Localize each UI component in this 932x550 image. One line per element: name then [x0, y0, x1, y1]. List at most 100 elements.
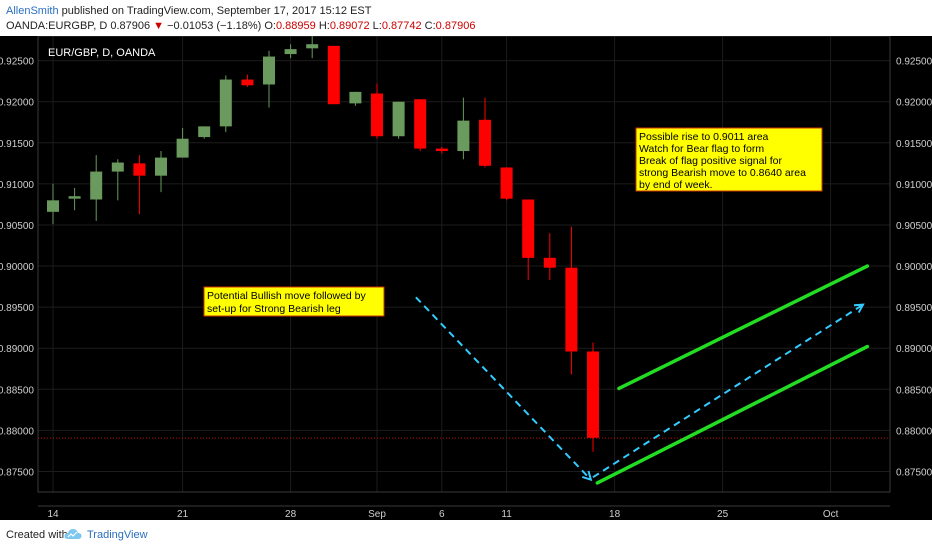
bear-flag-note-line-5: by end of week.: [639, 179, 713, 191]
y-tick-label-right: 0.92000: [896, 98, 932, 109]
y-tick-label-left: 0.90000: [0, 262, 34, 273]
up-arrow[interactable]: [592, 303, 864, 479]
down-arrow-head-icon: [581, 470, 593, 482]
candle-body: [349, 91, 362, 104]
y-tick-label-right: 0.90000: [896, 262, 932, 273]
candle-body: [263, 56, 275, 85]
candle-body: [457, 120, 470, 152]
x-tick-label: 6: [439, 509, 445, 520]
y-tick-label-right: 0.91000: [896, 180, 932, 191]
tradingview-brand-link[interactable]: TradingView: [87, 529, 148, 541]
author-line: AllenSmith published on TradingView.com,…: [6, 5, 371, 17]
bear-flag-note-box: [635, 127, 823, 192]
candle-body: [155, 157, 167, 176]
open-label: O:: [264, 20, 276, 32]
open-value: 0.88959: [276, 20, 316, 32]
y-tick-label-left: 0.91000: [0, 180, 34, 191]
y-tick-label-right: 0.87500: [896, 467, 932, 478]
x-tick-label: 18: [609, 509, 621, 520]
bullish-note[interactable]: Potential Bullish move followed by set-u…: [203, 286, 385, 317]
bear-flag-note-line-1: Possible rise to 0.9011 area: [639, 131, 769, 143]
y-tick-label-left: 0.92500: [0, 57, 34, 68]
symbol-line: OANDA:EURGBP, D 0.87906 ▼ −0.01053 (−1.1…: [6, 20, 475, 32]
high-value: 0.89072: [329, 20, 370, 32]
y-tick-label-right: 0.92500: [896, 57, 932, 68]
chart-area[interactable]: 0.92500 0.92000 0.91500 0.91000 0.90500 0.900…: [0, 35, 932, 520]
candle-body: [587, 351, 599, 438]
last-price: 0.87906: [110, 20, 151, 32]
close-label: C:: [424, 20, 436, 32]
down-arrow[interactable]: [415, 296, 592, 481]
y-tick-label-left: 0.89000: [0, 344, 34, 355]
candle-body: [219, 79, 232, 127]
candle-body: [176, 138, 189, 158]
candle-body: [435, 148, 448, 152]
bear-flag-note-line-3: Break of flag positive signal for: [639, 155, 782, 167]
high-label: H:: [318, 20, 330, 32]
bullish-note-line-1: Potential Bullish move followed by: [207, 290, 367, 302]
candles: [47, 36, 599, 452]
y-axis-left: 0.92500 0.92000 0.91500 0.91000 0.90500 0.900…: [0, 57, 34, 479]
candle-body: [414, 99, 427, 149]
candle-body: [565, 267, 578, 352]
x-tick-label: 14: [47, 509, 59, 520]
y-tick-label-left: 0.91500: [0, 139, 34, 150]
candle-body: [68, 196, 81, 199]
flag-upper-line[interactable]: [617, 264, 870, 391]
candle-body: [479, 119, 491, 166]
up-arrow-head-icon: [853, 303, 865, 314]
candle-body: [371, 93, 383, 137]
plot-frame: [37, 35, 891, 493]
candle-body: [306, 44, 319, 49]
grid: [38, 36, 890, 492]
x-tick-label: 21: [177, 509, 189, 520]
candle-body: [111, 162, 124, 172]
symbol-name: OANDA:EURGBP, D: [6, 20, 108, 32]
candle-body: [327, 45, 340, 105]
y-tick-label-right: 0.89000: [896, 344, 932, 355]
projection-arrows[interactable]: [415, 296, 865, 482]
candle-body: [392, 101, 405, 137]
x-tick-label: 28: [285, 509, 297, 520]
published-text: published on TradingView.com, September …: [61, 5, 372, 17]
y-tick-label-right: 0.89500: [896, 303, 932, 314]
trendlines[interactable]: [595, 264, 870, 485]
tradingview-cloud-icon[interactable]: [64, 528, 82, 540]
flag-lower-line[interactable]: [595, 344, 870, 485]
y-tick-label-left: 0.87500: [0, 467, 34, 478]
candle-body: [543, 257, 556, 268]
x-tick-label: 25: [717, 509, 729, 520]
y-tick-label-left: 0.88000: [0, 426, 34, 437]
author-link[interactable]: AllenSmith: [6, 5, 59, 17]
low-value: 0.87742: [381, 20, 422, 32]
created-with-text: Created with: [6, 529, 68, 541]
candle-body: [198, 126, 211, 138]
chart-title: EUR/GBP, D, OANDA: [48, 47, 156, 59]
y-axis-right: 0.92500 0.92000 0.91500 0.91000 0.90500 0.900…: [896, 57, 932, 479]
down-arrow-icon: ▼: [153, 20, 165, 32]
bullish-note-line-2: set-up for Strong Bearish leg: [207, 303, 341, 315]
x-axis: 14 21 28 Sep 6 11 18 25 Oct: [47, 509, 838, 520]
bullish-note-box: [203, 286, 385, 317]
y-tick-label-left: 0.92000: [0, 98, 34, 109]
publication-header: AllenSmith published on TradingView.com,…: [0, 0, 932, 36]
bear-flag-note-line-4: strong Bearish move to 0.8640 area: [639, 167, 806, 179]
price-chart[interactable]: 0.92500 0.92000 0.91500 0.91000 0.90500 0.900…: [0, 35, 932, 520]
candle-body: [522, 199, 535, 258]
y-tick-label-right: 0.88000: [896, 426, 932, 437]
y-tick-label-left: 0.88500: [0, 385, 34, 396]
candle-body: [90, 171, 103, 200]
x-tick-label: 11: [501, 509, 512, 520]
price-change: −0.01053 (−1.18%): [167, 20, 262, 32]
bear-flag-note[interactable]: Possible rise to 0.9011 area Watch for B…: [635, 127, 823, 192]
y-tick-label-right: 0.90500: [896, 221, 932, 232]
bear-flag-note-line-2: Watch for Bear flag to form: [639, 143, 764, 155]
footer: Created with TradingView: [0, 520, 932, 550]
y-tick-label-right: 0.88500: [896, 385, 932, 396]
y-tick-label-right: 0.91500: [896, 139, 932, 150]
x-tick-label: Sep: [368, 509, 386, 520]
y-tick-label-left: 0.89500: [0, 303, 34, 314]
close-value: 0.87906: [435, 20, 476, 32]
x-tick-label: Oct: [823, 509, 839, 520]
candle-body: [133, 163, 146, 176]
